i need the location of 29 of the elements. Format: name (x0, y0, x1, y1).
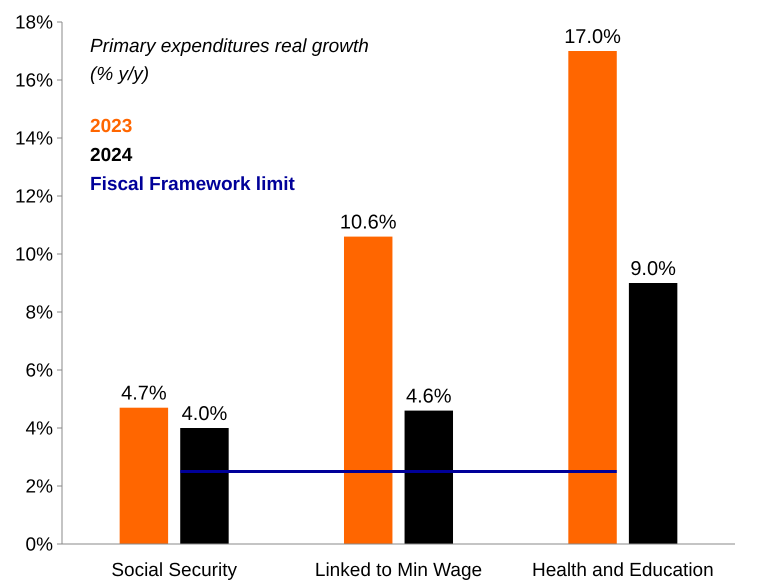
data-label: 4.0% (182, 403, 228, 425)
bar (404, 410, 454, 544)
x-tick-label: Linked to Min Wage (314, 560, 482, 581)
y-tick-label: 14% (14, 128, 54, 150)
text: 2024 (90, 145, 133, 166)
x-tick-label: Social Security (111, 560, 238, 581)
data-label: 17.0% (564, 26, 622, 48)
data-label: 9.0% (630, 258, 676, 280)
y-tick-label: 2% (26, 476, 54, 498)
text: Primary expenditures real growth (% y/y) (90, 36, 369, 85)
data-label: 4.6% (406, 386, 452, 408)
y-tick-label: 6% (26, 360, 54, 382)
y-tick-label: 4% (26, 418, 54, 440)
bar (120, 408, 168, 544)
text: 2023 (90, 116, 132, 137)
y-tick-label: 18% (14, 12, 54, 34)
bar (568, 51, 617, 544)
bar (628, 283, 678, 544)
data-label: 4.7% (121, 382, 167, 405)
y-tick-label: 16% (14, 70, 54, 92)
data-label: 10.6% (340, 212, 397, 234)
bar (180, 428, 229, 544)
y-tick-label: 8% (26, 302, 54, 324)
y-tick-label: 0% (26, 534, 54, 556)
y-tick-label: 10% (14, 244, 54, 266)
y-tick-label: 12% (14, 186, 54, 208)
bar (344, 236, 392, 544)
ref-line-label: Fiscal Framework limit (90, 174, 296, 195)
x-tick-label: Health and Education (532, 560, 714, 581)
